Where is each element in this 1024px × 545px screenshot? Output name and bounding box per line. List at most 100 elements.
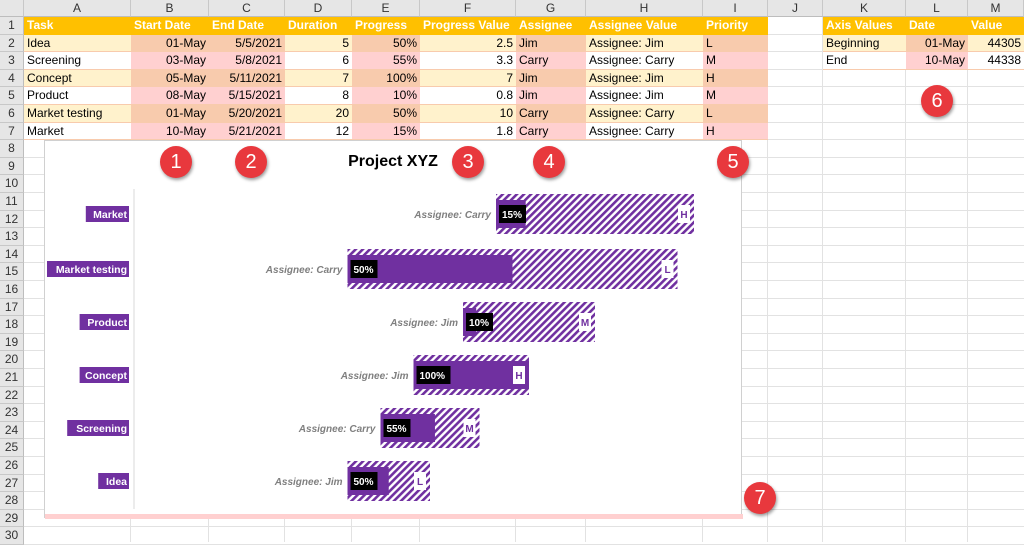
table-cell[interactable]: Concept [24,69,131,88]
gantt-chart[interactable]: Project XYZ 19-Apr24-Apr29-Apr04-May09-M… [44,140,743,519]
table-cell[interactable]: 08-May [131,87,209,105]
table-header-cell[interactable]: Duration [285,17,352,35]
table-cell[interactable]: 5/11/2021 [209,69,285,88]
table-cell[interactable]: 10 [420,105,516,123]
table-cell[interactable]: M [703,52,768,70]
table-header-cell[interactable]: Task [24,17,131,35]
row-header-6[interactable]: 6 [0,105,24,123]
axis-table-header-cell[interactable]: Axis Values [823,17,906,35]
table-cell[interactable]: Assignee: Carry [586,105,703,123]
table-cell[interactable]: 12 [285,122,352,141]
table-cell[interactable]: 5/15/2021 [209,87,285,105]
row-header-1[interactable]: 1 [0,17,24,35]
row-header-3[interactable]: 3 [0,52,24,70]
table-cell[interactable]: L [703,105,768,123]
axis-table-cell[interactable]: 10-May [906,52,968,70]
table-header-cell[interactable]: End Date [209,17,285,35]
row-header-10[interactable]: 10 [0,175,24,193]
select-all-corner[interactable] [0,0,24,17]
table-cell[interactable]: 10% [352,87,420,105]
table-cell[interactable]: Jim [516,34,586,53]
table-header-cell[interactable]: Assignee Value [586,17,703,35]
row-header-16[interactable]: 16 [0,281,24,299]
axis-table-cell[interactable]: 01-May [906,34,968,53]
row-header-11[interactable]: 11 [0,193,24,211]
table-cell[interactable]: 01-May [131,105,209,123]
row-header-23[interactable]: 23 [0,404,24,422]
table-header-cell[interactable]: Start Date [131,17,209,35]
table-header-cell[interactable]: Assignee [516,17,586,35]
axis-table-cell[interactable]: 44338 [968,52,1024,70]
table-cell[interactable]: Jim [516,87,586,105]
column-header-M[interactable]: M [968,0,1024,17]
table-cell[interactable]: 8 [285,87,352,105]
column-header-I[interactable]: I [703,0,768,17]
table-cell[interactable]: 1.8 [420,122,516,141]
row-header-30[interactable]: 30 [0,527,24,545]
column-header-H[interactable]: H [586,0,703,17]
table-cell[interactable]: Assignee: Carry [586,52,703,70]
table-cell[interactable]: 10-May [131,122,209,141]
row-header-9[interactable]: 9 [0,157,24,176]
table-cell[interactable]: Assignee: Jim [586,87,703,105]
table-cell[interactable]: Market testing [24,105,131,123]
table-cell[interactable]: Jim [516,69,586,88]
table-cell[interactable]: 50% [352,105,420,123]
table-cell[interactable]: 20 [285,105,352,123]
row-header-25[interactable]: 25 [0,439,24,457]
column-header-F[interactable]: F [420,0,516,17]
column-header-A[interactable]: A [24,0,131,17]
row-header-20[interactable]: 20 [0,351,24,369]
column-header-K[interactable]: K [823,0,906,17]
row-header-14[interactable]: 14 [0,245,24,264]
table-cell[interactable]: 2.5 [420,34,516,53]
row-header-26[interactable]: 26 [0,457,24,475]
table-cell[interactable]: 5 [285,34,352,53]
column-header-J[interactable]: J [768,0,823,17]
row-header-8[interactable]: 8 [0,140,24,158]
table-cell[interactable]: 15% [352,122,420,141]
table-cell[interactable]: 0.8 [420,87,516,105]
row-header-15[interactable]: 15 [0,263,24,281]
table-cell[interactable]: Assignee: Carry [586,122,703,141]
table-cell[interactable]: Carry [516,122,586,141]
table-cell[interactable]: 05-May [131,69,209,88]
column-header-B[interactable]: B [131,0,209,17]
row-header-7[interactable]: 7 [0,122,24,141]
row-header-19[interactable]: 19 [0,333,24,352]
table-cell[interactable]: H [703,69,768,88]
table-cell[interactable]: 3.3 [420,52,516,70]
table-cell[interactable]: Product [24,87,131,105]
row-header-18[interactable]: 18 [0,316,24,334]
row-header-4[interactable]: 4 [0,69,24,88]
table-header-cell[interactable]: Progress [352,17,420,35]
row-header-21[interactable]: 21 [0,369,24,387]
table-cell[interactable]: M [703,87,768,105]
row-header-27[interactable]: 27 [0,474,24,493]
row-header-2[interactable]: 2 [0,34,24,53]
table-cell[interactable]: L [703,34,768,53]
table-header-cell[interactable]: Progress Value [420,17,516,35]
table-cell[interactable]: Carry [516,105,586,123]
table-cell[interactable]: 5/21/2021 [209,122,285,141]
table-cell[interactable]: 5/5/2021 [209,34,285,53]
axis-table-header-cell[interactable]: Date [906,17,968,35]
table-cell[interactable]: Assignee: Jim [586,34,703,53]
row-header-5[interactable]: 5 [0,87,24,105]
table-cell[interactable]: 7 [420,69,516,88]
table-cell[interactable]: 6 [285,52,352,70]
axis-table-cell[interactable]: Beginning [823,34,906,53]
table-header-cell[interactable]: Priority [703,17,768,35]
table-cell[interactable]: 5/20/2021 [209,105,285,123]
column-header-C[interactable]: C [209,0,285,17]
axis-table-header-cell[interactable]: Value [968,17,1024,35]
table-cell[interactable]: 5/8/2021 [209,52,285,70]
table-cell[interactable]: 01-May [131,34,209,53]
row-header-17[interactable]: 17 [0,298,24,317]
table-cell[interactable]: Assignee: Jim [586,69,703,88]
axis-table-cell[interactable]: End [823,52,906,70]
table-cell[interactable]: 03-May [131,52,209,70]
table-cell[interactable]: 55% [352,52,420,70]
table-cell[interactable]: 7 [285,69,352,88]
row-header-24[interactable]: 24 [0,421,24,440]
